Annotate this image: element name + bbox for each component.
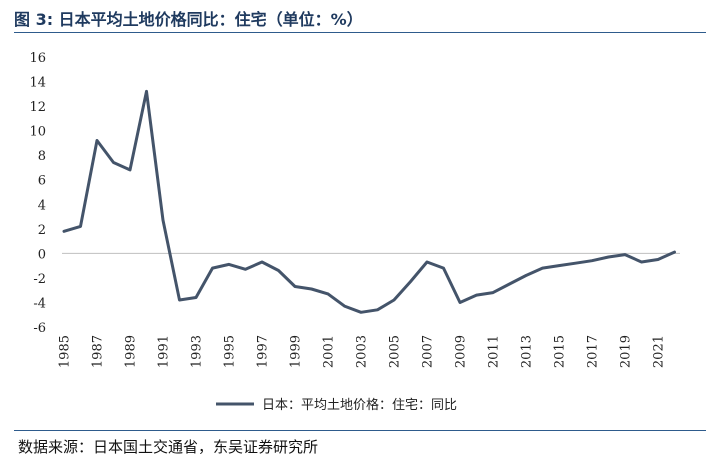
y-tick-label: 8 [38, 149, 46, 164]
data-point [211, 266, 214, 270]
x-tick-label: 2003 [355, 335, 370, 368]
data-point [623, 253, 627, 256]
data-point [425, 260, 429, 264]
data-point [293, 285, 297, 288]
data-point [409, 280, 412, 283]
x-tick-label: 2009 [454, 335, 469, 368]
y-tick-label: 12 [29, 100, 46, 115]
data-point [260, 260, 264, 264]
x-tick-label: 2011 [487, 335, 502, 368]
y-tick-label: 4 [38, 198, 46, 213]
x-tick-label: 1989 [124, 335, 139, 368]
data-point [491, 291, 495, 294]
data-point [524, 274, 528, 277]
data-point [359, 311, 363, 314]
y-tick-label: -2 [33, 272, 46, 287]
data-point [557, 264, 561, 267]
data-point [145, 90, 148, 93]
data-point [458, 301, 462, 304]
y-tick-label: 0 [38, 247, 46, 262]
legend-label: 日本：平均土地价格：住宅：同比 [262, 397, 457, 413]
x-tick-label: 2005 [388, 335, 403, 368]
x-tick-label: 2001 [322, 335, 337, 368]
y-tick-label: 16 [29, 51, 46, 66]
legend: 日本：平均土地价格：住宅：同比 [216, 397, 457, 413]
data-point [607, 255, 610, 259]
x-tick-label: 2007 [421, 335, 436, 368]
x-tick-label: 2013 [520, 335, 535, 368]
x-tick-label: 1991 [157, 335, 172, 368]
y-tick-label: 14 [29, 76, 46, 91]
data-point [244, 268, 247, 271]
figure-title: 图 3: 日本平均土地价格同比：住宅（单位：%） [14, 10, 363, 29]
x-tick-label: 1997 [256, 335, 271, 368]
line-chart: 16 14 12 10 8 6 4 2 0 -2 -4 -6 1985 1987 1989 1991 1993… [29, 51, 680, 413]
x-tick-label: 1985 [58, 335, 73, 368]
data-point [79, 225, 82, 228]
y-axis: 16 14 12 10 8 6 4 2 0 -2 -4 -6 [29, 51, 46, 336]
x-tick-label: 1987 [91, 335, 106, 368]
data-point [62, 230, 66, 233]
footer-divider [14, 430, 706, 431]
x-tick-label: 2019 [619, 335, 634, 368]
x-tick-label: 1995 [223, 335, 238, 368]
data-point [392, 298, 396, 302]
data-point [475, 293, 478, 297]
data-point [640, 260, 643, 264]
y-tick-label: -4 [33, 296, 46, 311]
y-tick-label: 2 [38, 223, 46, 238]
x-axis: 1985 1987 1989 1991 1993 1995 1997 1999 2001 2003… [58, 252, 680, 368]
x-tick-label: 2021 [652, 335, 667, 368]
data-point [227, 263, 231, 266]
data-point [112, 161, 115, 164]
plot-area [62, 89, 676, 314]
title-divider [14, 32, 706, 33]
data-point [656, 258, 660, 261]
data-point [310, 287, 313, 291]
data-point [541, 266, 544, 270]
data-point [128, 168, 132, 172]
data-point [178, 298, 181, 302]
y-tick-label: 6 [38, 174, 46, 189]
data-point [343, 304, 346, 308]
y-tick-label: -6 [33, 321, 46, 336]
y-tick-label: 10 [29, 125, 46, 140]
data-point [326, 292, 330, 296]
data-point [673, 250, 676, 254]
x-tick-label: 2015 [553, 335, 568, 368]
series-line [62, 89, 676, 314]
data-point [161, 219, 165, 222]
x-tick-label: 1999 [289, 335, 304, 368]
data-point [508, 282, 511, 286]
data-point [590, 259, 594, 262]
data-point [194, 296, 198, 299]
source-note: 数据来源：日本国土交通省，东吴证券研究所 [18, 438, 319, 456]
data-point [277, 269, 280, 272]
data-point [376, 308, 379, 312]
data-point [442, 266, 445, 270]
x-tick-label: 2017 [586, 335, 601, 368]
x-tick-label: 1993 [190, 335, 205, 368]
data-point [95, 139, 99, 142]
data-point [574, 261, 577, 265]
